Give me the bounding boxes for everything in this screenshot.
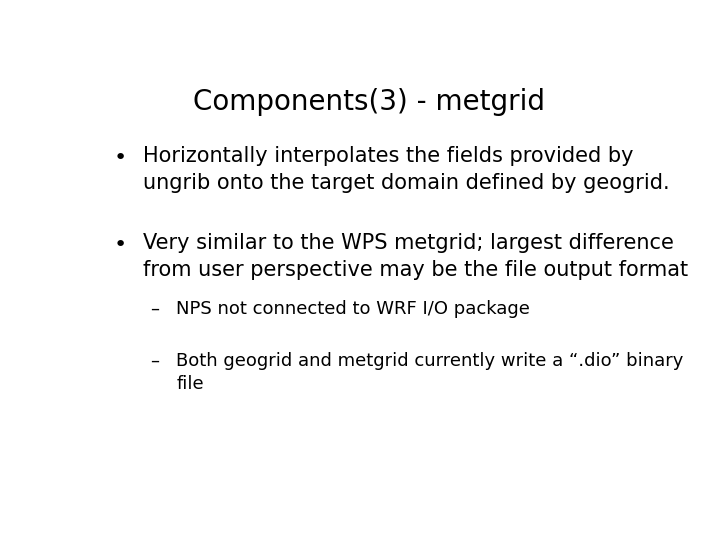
Text: •: • (114, 235, 127, 255)
Text: Components(3) - metgrid: Components(3) - metgrid (193, 87, 545, 116)
Text: Horizontally interpolates the fields provided by
ungrib onto the target domain d: Horizontally interpolates the fields pro… (143, 146, 670, 193)
Text: NPS not connected to WRF I/O package: NPS not connected to WRF I/O package (176, 300, 531, 318)
Text: –: – (150, 352, 158, 370)
Text: Very similar to the WPS metgrid; largest difference
from user perspective may be: Very similar to the WPS metgrid; largest… (143, 233, 688, 280)
Text: Both geogrid and metgrid currently write a “.dio” binary
file: Both geogrid and metgrid currently write… (176, 352, 684, 393)
Text: –: – (150, 300, 158, 318)
Text: •: • (114, 148, 127, 168)
